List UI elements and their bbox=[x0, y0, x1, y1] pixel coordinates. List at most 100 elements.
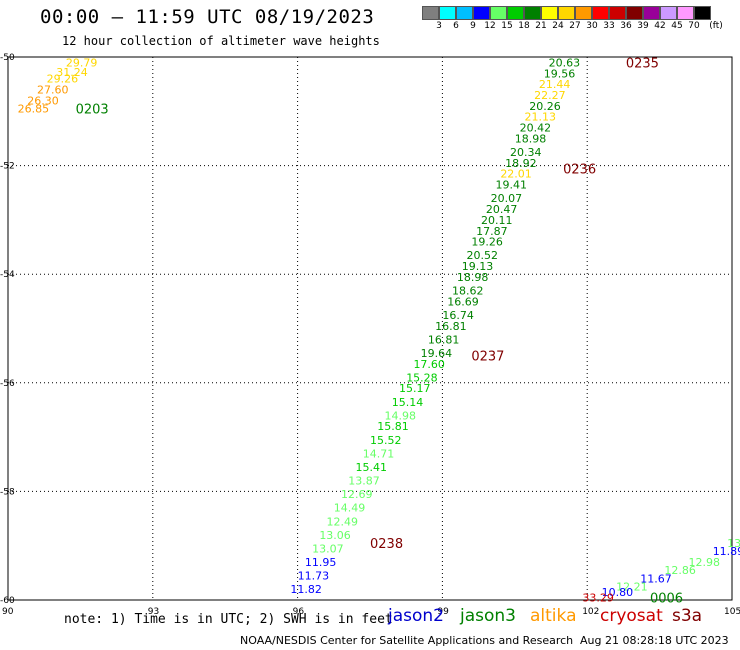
legend-cryosat: cryosat bbox=[600, 606, 663, 626]
pass-time-label: 0236 bbox=[563, 162, 596, 177]
swh-data-label: 20.52 bbox=[467, 249, 499, 262]
swh-data-label: 19.56 bbox=[544, 67, 576, 80]
color-swatch bbox=[422, 6, 439, 20]
swh-data-label: 15.14 bbox=[392, 396, 424, 409]
color-scale-label: 33 bbox=[603, 21, 615, 31]
swh-data-label: 12.49 bbox=[327, 515, 359, 528]
x-tick-label: 93 bbox=[148, 607, 159, 617]
y-tick-label: -50 bbox=[0, 53, 15, 63]
swh-data-label: 13.06 bbox=[319, 529, 351, 542]
swh-data-label: 18.62 bbox=[452, 284, 484, 297]
swh-data-label: 10.80 bbox=[602, 586, 634, 599]
swh-data-label: 16.74 bbox=[442, 309, 474, 322]
color-swatch bbox=[473, 6, 490, 20]
swh-data-label: 13.07 bbox=[312, 542, 344, 555]
legend-jason2: jason2 bbox=[388, 606, 444, 626]
swh-data-label: 21.13 bbox=[524, 111, 556, 124]
swh-data-label: 15.17 bbox=[399, 382, 431, 395]
axes bbox=[7, 56, 733, 601]
color-scale-label: 39 bbox=[637, 21, 649, 31]
color-scale-label: (ft) bbox=[709, 21, 723, 31]
swh-data-label: 11.73 bbox=[298, 570, 330, 583]
swh-data-label: 29.79 bbox=[66, 56, 98, 69]
color-swatch bbox=[456, 6, 473, 20]
swh-data-label: 17.87 bbox=[476, 225, 508, 238]
color-swatch bbox=[524, 6, 541, 20]
swh-data-label: 11.67 bbox=[640, 572, 672, 585]
chart-title: 00:00 — 11:59 UTC 08/19/2023 bbox=[40, 6, 375, 28]
color-scale-label: 18 bbox=[518, 21, 530, 31]
grid-lines bbox=[8, 57, 732, 600]
x-tick-label: 99 bbox=[437, 607, 449, 617]
x-tick-label: 96 bbox=[293, 607, 305, 617]
time-labels: 0203 0235 0236 0237 0238 0006 bbox=[76, 56, 683, 606]
pass-time-label: 0237 bbox=[471, 350, 504, 365]
swh-data-label: 20.07 bbox=[491, 192, 522, 205]
swh-data-label: 16.69 bbox=[447, 295, 479, 308]
color-scale-label: 15 bbox=[501, 21, 513, 31]
swh-data-label: 16.81 bbox=[428, 333, 460, 346]
swh-data-label: 12.69 bbox=[341, 488, 373, 501]
pass-time-label: 0235 bbox=[626, 56, 659, 71]
swh-data-label: 20.11 bbox=[481, 214, 512, 227]
swh-data-label: 12.86 bbox=[664, 564, 696, 577]
chart-subtitle: 12 hour collection of altimeter wave hei… bbox=[62, 34, 380, 48]
swh-data-label: 15.28 bbox=[406, 371, 438, 384]
color-swatch bbox=[541, 6, 558, 20]
swh-data-label: 33.29 bbox=[582, 591, 614, 604]
note-text: note: 1) Time is in UTC; 2) SWH is in fe… bbox=[64, 612, 393, 627]
swh-data-label: 17.60 bbox=[413, 358, 445, 371]
legend-altika: altika bbox=[530, 606, 577, 626]
swh-data-label: 29.26 bbox=[47, 73, 79, 86]
pass-time-label: 0203 bbox=[76, 103, 109, 118]
swh-data-label: 20.34 bbox=[510, 146, 542, 159]
x-tick-label: 90 bbox=[2, 607, 14, 617]
color-swatch bbox=[626, 6, 643, 20]
color-scale-label: 12 bbox=[484, 21, 496, 31]
color-swatch bbox=[643, 6, 660, 20]
swh-data-label: 21.44 bbox=[539, 78, 571, 91]
color-scale-label: 9 bbox=[470, 21, 476, 31]
y-tick-label: -56 bbox=[0, 379, 15, 389]
color-scale-label: 24 bbox=[552, 21, 564, 31]
color-swatch bbox=[694, 6, 711, 20]
swh-data-label: 13.1 bbox=[727, 537, 740, 550]
swh-data-label: 19.13 bbox=[462, 260, 494, 273]
color-swatch bbox=[592, 6, 609, 20]
swh-data-label: 19.41 bbox=[495, 179, 527, 192]
y-tick-label: -58 bbox=[0, 487, 15, 497]
plot-frame bbox=[7, 56, 733, 601]
swh-data-label: 18.98 bbox=[515, 132, 547, 145]
generated-timestamp: Aug 21 08:28:18 UTC 2023 bbox=[580, 634, 729, 647]
x-tick-label: 102 bbox=[582, 607, 599, 617]
swh-data-label: 14.98 bbox=[384, 409, 416, 422]
color-scale-label: 45 bbox=[671, 21, 683, 31]
swh-data-label: 22.01 bbox=[500, 168, 532, 181]
swh-data-label: 14.71 bbox=[363, 447, 395, 460]
tick-labels: 90 93 96 99 102 105 -50 -52 -54 -56 -58 -60 bbox=[0, 53, 740, 617]
swh-data-label: 19.26 bbox=[471, 236, 503, 249]
color-scale-label: 21 bbox=[535, 21, 547, 31]
swh-data-label: 22.27 bbox=[534, 89, 566, 102]
swh-data-label: 18.92 bbox=[505, 157, 537, 170]
y-tick-label: -52 bbox=[0, 162, 15, 172]
color-swatch bbox=[490, 6, 507, 20]
swh-data-label: 16.81 bbox=[435, 320, 467, 333]
color-scale-label: 36 bbox=[620, 21, 632, 31]
swh-data-label: 18.98 bbox=[457, 271, 489, 284]
swh-data-label: 20.26 bbox=[529, 100, 561, 113]
y-tick-label: -54 bbox=[0, 270, 15, 280]
y-tick-label: -60 bbox=[0, 596, 15, 606]
swh-data-label: 12.98 bbox=[689, 556, 721, 569]
color-swatch bbox=[677, 6, 694, 20]
color-swatch bbox=[507, 6, 524, 20]
swh-data-label: 15.52 bbox=[370, 434, 402, 447]
legend-jason3: jason3 bbox=[460, 606, 516, 626]
pass-time-label: 0006 bbox=[650, 591, 683, 606]
color-swatch bbox=[575, 6, 592, 20]
swh-data-label: 14.49 bbox=[334, 502, 366, 515]
swh-data-label: 11.95 bbox=[305, 556, 337, 569]
color-swatch bbox=[609, 6, 626, 20]
swh-data-label: 20.42 bbox=[520, 122, 552, 135]
